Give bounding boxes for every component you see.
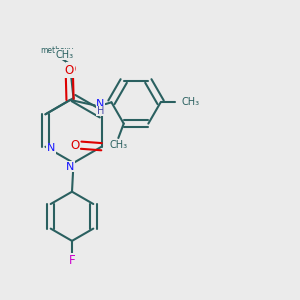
Text: N: N <box>47 143 55 153</box>
Text: H: H <box>97 106 104 116</box>
Text: CH₃: CH₃ <box>181 97 199 107</box>
Text: O: O <box>70 139 79 152</box>
Text: methoxy: methoxy <box>40 46 74 55</box>
Text: N: N <box>96 99 104 109</box>
Text: CH₃: CH₃ <box>110 140 128 150</box>
Text: O: O <box>65 64 74 77</box>
Text: O: O <box>67 62 76 76</box>
Text: CH₃: CH₃ <box>55 50 73 60</box>
Text: N: N <box>66 161 75 172</box>
Text: F: F <box>69 254 75 267</box>
